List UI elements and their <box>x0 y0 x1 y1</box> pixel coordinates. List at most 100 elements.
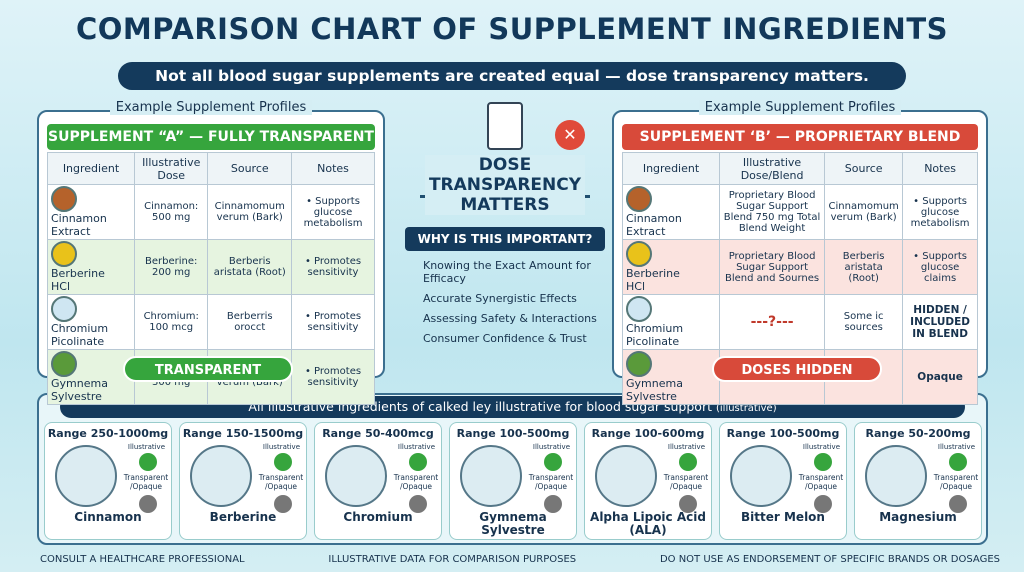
column-header: Notes <box>902 152 978 185</box>
card-name: Bitter Melon <box>741 510 825 524</box>
cell: Cinnamon Extract <box>47 184 135 240</box>
check-icon <box>409 453 427 471</box>
subtitle: Not all blood sugar supplements are crea… <box>118 62 906 90</box>
cell: Gymnema Sylvestre <box>47 349 135 405</box>
check-icon <box>544 453 562 471</box>
cell-text: Cinnamomum verum (Bark) <box>828 201 899 223</box>
panel-right: Example Supplement Profiles SUPPLEMENT ‘B… <box>612 100 988 405</box>
status: Transparent /Opaque <box>258 473 304 491</box>
ingredient-name: Gymnema Sylvestre <box>51 377 108 403</box>
cell-text: Chromium: 100 mcg <box>143 311 199 333</box>
badge: TRANSPARENT <box>123 356 293 382</box>
cell: Cinnamomum verum (Bark) <box>824 184 904 240</box>
cell-text: Berberis aristata (Root) <box>213 256 286 278</box>
cell-text: • Promotes sensitivity <box>304 256 362 278</box>
range: Range 100-500mg <box>456 427 570 440</box>
caption-text: Example Supplement Profiles <box>109 100 313 115</box>
clipboard-icon <box>487 102 523 150</box>
cell: Proprietary Blood Sugar Support Blend 75… <box>719 184 826 240</box>
cell-text: Berberis aristata (Root) <box>842 250 885 284</box>
cell-text: • Supports glucose claims <box>913 250 967 284</box>
ingredient-image <box>190 445 252 507</box>
card-name: Magnesium <box>879 510 957 524</box>
caption: Example Supplement Profiles <box>614 100 986 115</box>
cell: Cinnamon: 500 mg <box>133 184 209 240</box>
slash-icon <box>814 495 832 513</box>
column-header: Illustrative Dose <box>133 152 209 185</box>
caption: Example Supplement Profiles <box>39 100 383 115</box>
heading-note: (illustrative) <box>715 403 777 414</box>
range: Range 50-400mcg <box>322 427 434 440</box>
ingredient-name: Cinnamon Extract <box>51 212 107 238</box>
column-header: Notes <box>291 152 375 185</box>
row: Berberine HCl Proprietary Blood Sugar Sup… <box>621 239 978 295</box>
card: Range 150-1500mg Illustrative Transparent … <box>179 422 307 540</box>
header-row: Ingredient Illustrative Dose/Blend Source N… <box>621 152 978 185</box>
ingredient-icon <box>51 351 77 377</box>
cell-text: Berberine: 200 mg <box>145 256 198 278</box>
cell-text: Proprietary Blood Sugar Support Blend 75… <box>723 190 821 234</box>
cell: • Supports glucose claims <box>902 239 978 295</box>
ingredient-image <box>865 445 927 507</box>
ingredient-icon <box>51 186 77 212</box>
question: WHY IS THIS IMPORTANT? <box>405 227 605 251</box>
cell-text: ---?--- <box>750 314 794 330</box>
ingredient-image <box>460 445 522 507</box>
row: Berberine HCl Berberine: 200 mg Berberis a… <box>47 239 375 295</box>
center: DOSE TRANSPARENCY MATTERS WHY IS THIS IMP… <box>405 155 605 352</box>
footer: CONSULT A HEALTHCARE PROFESSIONAL ILLUSTR… <box>40 554 1000 565</box>
check-icon <box>679 453 697 471</box>
cell: • Supports glucose metabolism <box>902 184 978 240</box>
range: Range 50-200mg <box>865 427 971 440</box>
status: Transparent /Opaque <box>123 473 169 491</box>
status: Transparent /Opaque <box>393 473 439 491</box>
cell: Berberine HCl <box>47 239 135 295</box>
point: Knowing the Exact Amount for Efficacy <box>423 259 591 285</box>
cell: Some ic sources <box>824 294 904 350</box>
column-header: Source <box>207 152 293 185</box>
cell: Proprietary Blood Sugar Support Blend an… <box>719 239 826 295</box>
cell: Opaque <box>902 349 978 405</box>
point: Accurate Synergistic Effects <box>423 292 577 305</box>
cell: Gymnema Sylvestre <box>621 349 721 405</box>
card: Range 250-1000mg Illustrative Transparent … <box>44 422 172 540</box>
slash-icon <box>409 495 427 513</box>
card-name: Alpha Lipoic Acid (ALA) <box>590 510 706 537</box>
slash-icon <box>949 495 967 513</box>
tag: Illustrative <box>262 443 300 451</box>
footer-item: CONSULT A HEALTHCARE PROFESSIONAL <box>40 554 245 565</box>
card-name: Berberine <box>209 510 277 524</box>
column-header: Source <box>824 152 904 185</box>
panel-header: SUPPLEMENT “A” — FULLY TRANSPARENT <box>47 124 375 150</box>
cell: Berberris orocct <box>207 294 293 350</box>
column-header: Ingredient <box>47 152 135 185</box>
point: Assessing Safety & Interactions <box>423 312 597 325</box>
cell: Chromium Picolinate <box>621 294 721 350</box>
cell-text: Opaque <box>917 371 963 383</box>
cell: Berberine HCl <box>621 239 721 295</box>
header-row: Ingredient Illustrative Dose Source Notes <box>47 152 375 185</box>
caption-text: Example Supplement Profiles <box>698 100 902 115</box>
x-icon: ✕ <box>555 120 585 150</box>
card: Range 50-400mcg Illustrative Transparent /… <box>314 422 442 540</box>
cell-text: • Supports glucose metabolism <box>303 195 363 229</box>
ingredient-name: Cinnamon Extract <box>626 212 682 238</box>
cell-text: Cinnamon: 500 mg <box>144 201 199 223</box>
ingredient-name: Chromium Picolinate <box>51 322 109 348</box>
cell-text: • Supports glucose metabolism <box>910 195 970 229</box>
cell: • Promotes sensitivity <box>291 294 375 350</box>
slash-icon <box>274 495 292 513</box>
cell: Berberis aristata (Root) <box>824 239 904 295</box>
row: Chromium Picolinate ---?--- Some ic source… <box>621 294 978 350</box>
cell-text: Proprietary Blood Sugar Support Blend an… <box>725 250 820 284</box>
ingredient-icon <box>626 241 652 267</box>
cell: Cinnamon Extract <box>621 184 721 240</box>
card: Range 50-200mg Illustrative Transparent /O… <box>854 422 982 540</box>
cell: Cinnamomum verum (Bark) <box>207 184 293 240</box>
slash-icon <box>544 495 562 513</box>
panel-left: Example Supplement Profiles SUPPLEMENT “A… <box>37 100 385 405</box>
card: Range 100-500mg Illustrative Transparent /… <box>449 422 577 540</box>
cell-text: HIDDEN / INCLUDED IN BLEND <box>910 304 971 340</box>
ingredient-image <box>730 445 792 507</box>
badge: DOSES HIDDEN <box>712 356 882 382</box>
